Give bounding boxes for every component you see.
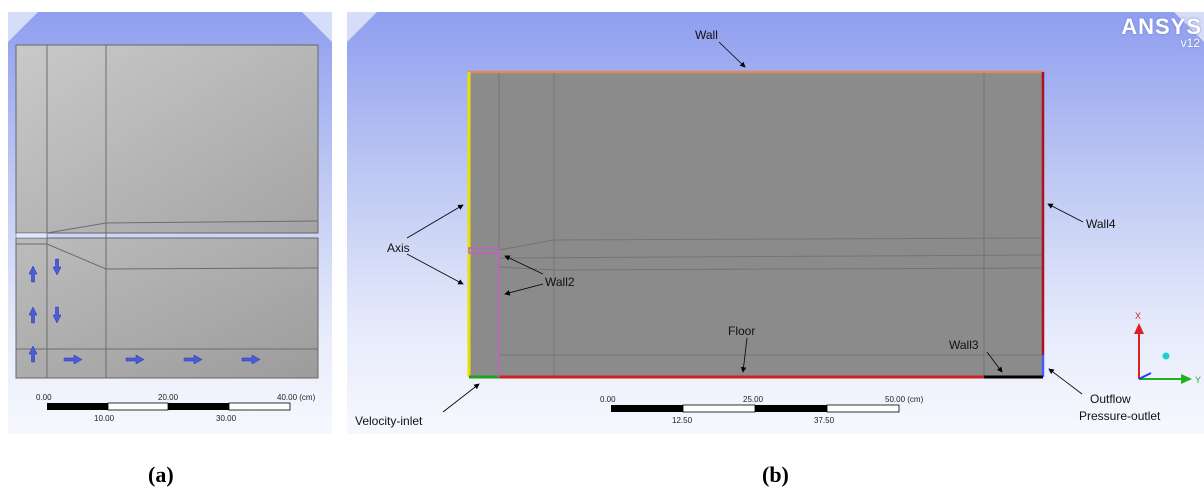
velocity-inlet-label: Velocity-inlet <box>355 414 423 428</box>
scale-bar-b: 0.00 25.00 50.00 (cm) 12.50 37.50 <box>600 395 924 425</box>
caption-b: (b) <box>762 462 789 487</box>
axis-label: Axis <box>387 241 410 255</box>
ansys-version: v12 <box>1180 36 1200 50</box>
scale-label: 37.50 <box>814 416 835 425</box>
wall-label: Wall <box>695 28 718 42</box>
right-arrow-icon <box>241 354 261 365</box>
annotations-b: Wall Axis Wall2 Wall4 Floor Wall3 Veloci… <box>355 28 1161 428</box>
mesh-lines-a <box>16 45 319 378</box>
down-arrow-icon <box>52 258 62 276</box>
down-arrow-icon <box>52 306 62 324</box>
scale-label: 30.00 <box>216 414 237 423</box>
triad-x-label: X <box>1135 311 1141 321</box>
scale-label: 10.00 <box>94 414 115 423</box>
wall2-boundary[interactable] <box>468 247 500 377</box>
pressure-outlet-label: Pressure-outlet <box>1079 409 1161 423</box>
up-arrow-icon <box>28 265 38 283</box>
up-arrow-icon <box>28 345 38 363</box>
coordinate-triad[interactable]: X Y <box>1134 311 1201 385</box>
lower-domain <box>15 237 319 379</box>
geometry-canvas-a: 0.00 20.00 40.00 (cm) 10.00 30.00 <box>15 44 319 423</box>
scale-label: 0.00 <box>600 395 616 404</box>
ansys-logo: ANSYS <box>1121 14 1202 39</box>
right-arrow-icon <box>125 354 145 365</box>
scale-label: 0.00 <box>36 393 52 402</box>
scale-label: 12.50 <box>672 416 693 425</box>
scale-label: 25.00 <box>743 395 764 404</box>
outflow-label: Outflow <box>1090 392 1131 406</box>
wall3-label: Wall3 <box>949 338 979 352</box>
geometry-viewport-a[interactable]: 0.00 20.00 40.00 (cm) 10.00 30.00 <box>8 12 332 434</box>
scale-label: 50.00 (cm) <box>885 395 924 404</box>
right-arrow-icon <box>183 354 203 365</box>
geometry-viewport-b[interactable]: ANSYS v12 <box>347 12 1204 434</box>
triad-view-sphere <box>1162 352 1170 360</box>
wall2-label: Wall2 <box>545 275 575 289</box>
triad-y-label: Y <box>1195 375 1201 385</box>
scale-label: 40.00 (cm) <box>277 393 316 402</box>
caption-a: (a) <box>148 462 174 487</box>
domain-b <box>469 72 1043 377</box>
right-arrow-icon <box>63 354 83 365</box>
geometry-canvas-b: Wall Axis Wall2 Wall4 Floor Wall3 Veloci… <box>355 28 1201 428</box>
wall4-label: Wall4 <box>1086 217 1116 231</box>
inlet-gap <box>15 232 48 239</box>
floor-label: Floor <box>728 324 755 338</box>
scale-label: 20.00 <box>158 393 179 402</box>
upper-domain <box>15 44 319 234</box>
up-arrow-icon <box>28 306 38 324</box>
scale-bar-a: 0.00 20.00 40.00 (cm) 10.00 30.00 <box>36 393 316 423</box>
flow-arrows-a <box>28 258 261 365</box>
